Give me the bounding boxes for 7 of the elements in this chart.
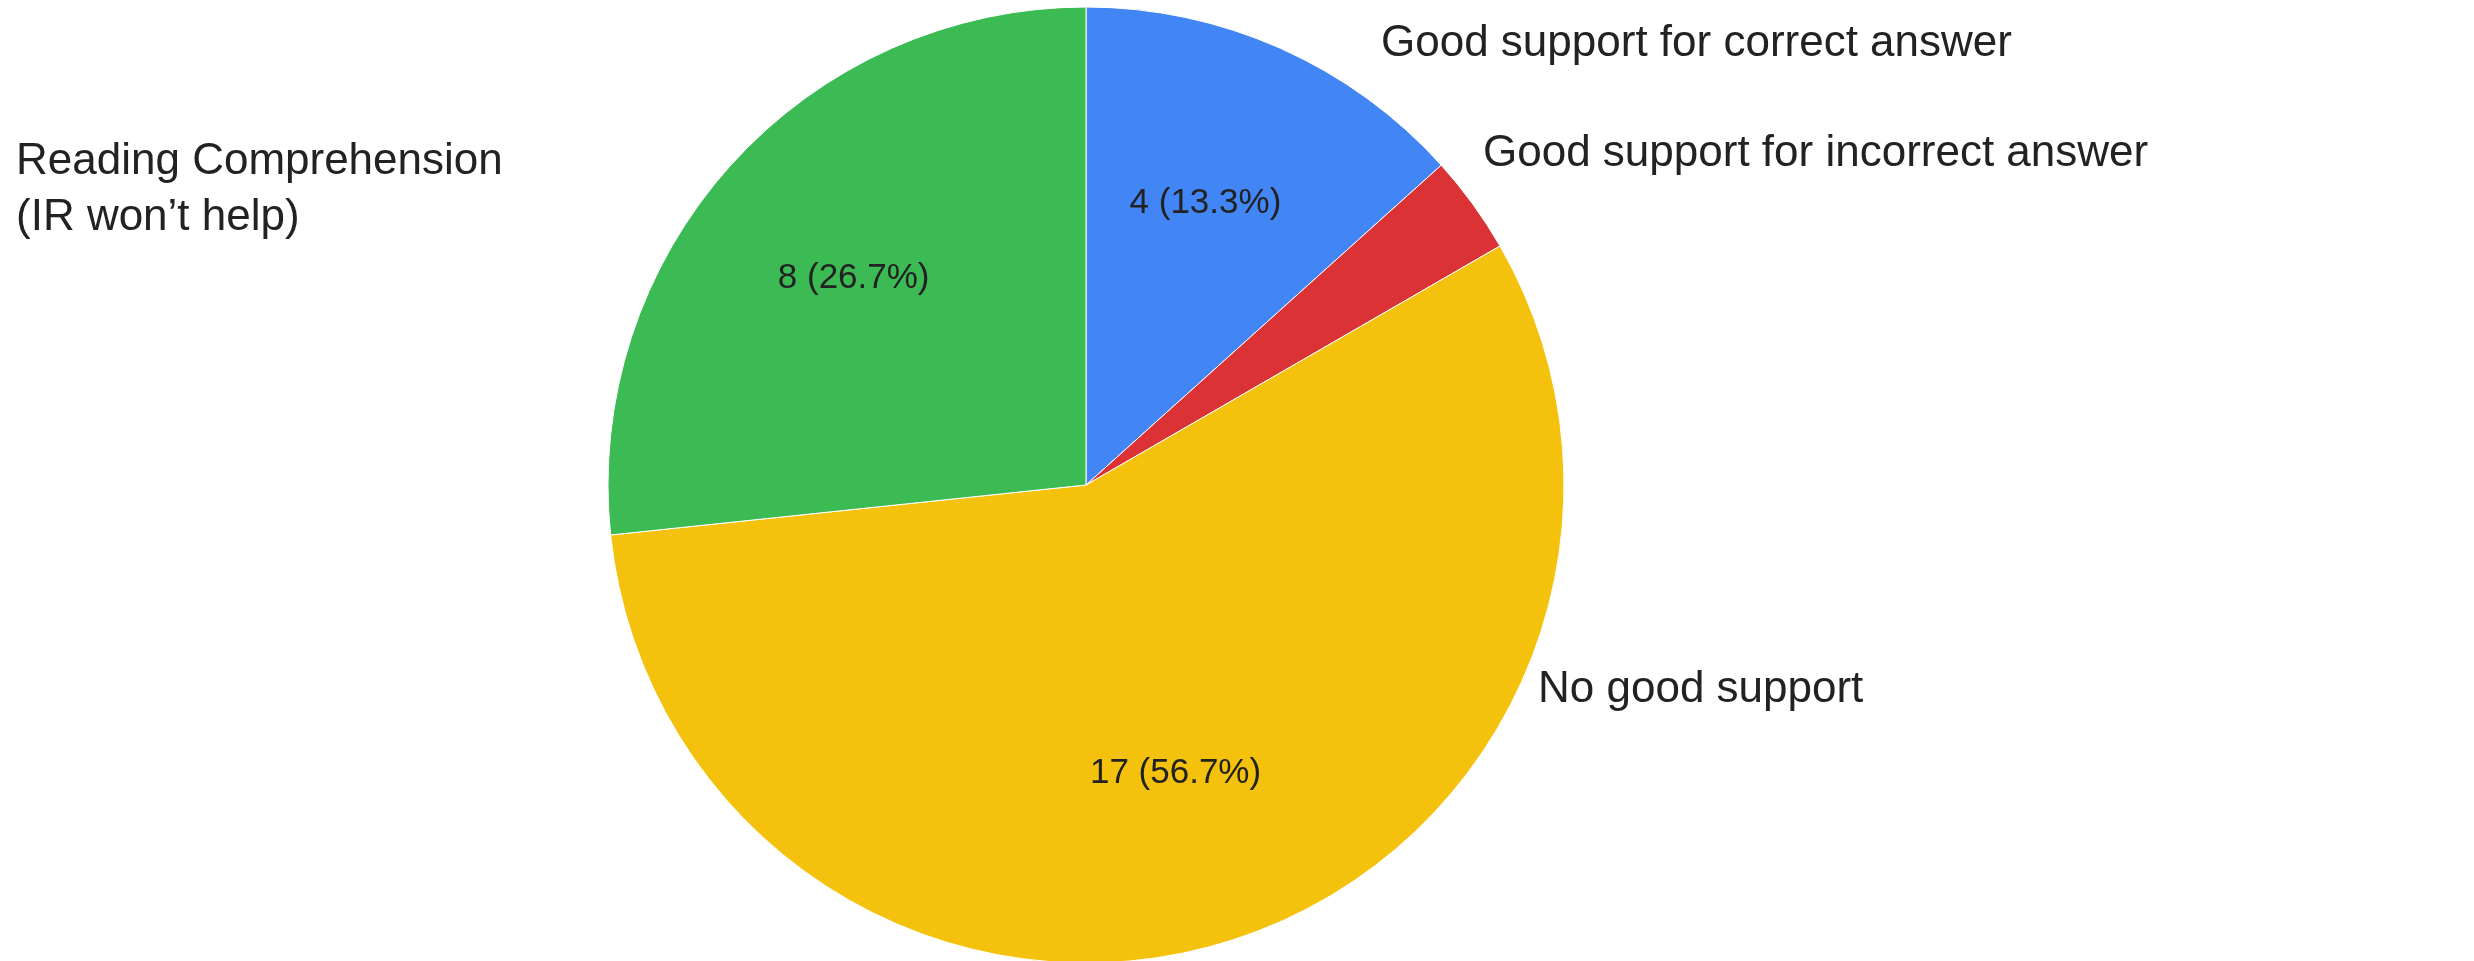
data-label: 17 (56.7%) xyxy=(1089,751,1262,791)
slice-label: Good support for correct answer xyxy=(1381,15,2012,65)
data-label: 8 (26.7%) xyxy=(777,255,930,295)
slice-label: No good support xyxy=(1538,661,1864,711)
slice-label: Reading Comprehension (IR won’t help) xyxy=(16,133,503,239)
slice-label: Good support for incorrect answer xyxy=(1483,125,2149,175)
data-label: 4 (13.3%) xyxy=(1129,181,1282,221)
